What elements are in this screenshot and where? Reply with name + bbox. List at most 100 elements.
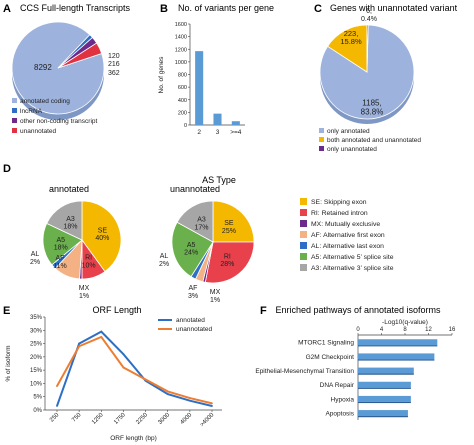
category-label: G2M Checkpoint [306, 354, 355, 361]
y-tick-label: 35% [30, 315, 43, 321]
pie-d-label-RI: RI 10% [82, 255, 96, 270]
x-tick-label: 250 [49, 412, 61, 424]
legend-swatch [319, 128, 324, 133]
x-tick-label: 3 [216, 129, 220, 136]
legend-label: MX: Mutually exclusive [311, 221, 380, 228]
x-tick-label: 0 [356, 327, 360, 333]
data-point [211, 402, 213, 405]
legend-swatch [300, 253, 307, 260]
legend-label: AL: Alternative last exon [311, 243, 384, 250]
x-axis-label: -Log10(q-value) [382, 319, 428, 326]
x-tick-label: 8 [403, 327, 407, 333]
pie-unannotated-title: unannotated [170, 184, 220, 194]
legend-swatch [300, 220, 307, 227]
pie-d-label-AF: AF 3% [188, 285, 198, 300]
panel-b-chart: 0 200 400 600 800 1000 1200 1400 1600 No. of gene… [158, 22, 245, 136]
pie-a-value-label: 120 [108, 53, 120, 60]
legend-label: other non-coding transcript [20, 118, 98, 125]
panel-label-e: E [3, 305, 10, 317]
data-point [78, 342, 81, 345]
series-line-annotated [56, 330, 213, 407]
y-tick-label: 1400 [175, 35, 187, 41]
data-point [56, 385, 58, 387]
pie-d-label-A5: A5 24% [184, 242, 198, 257]
data-point [100, 330, 103, 333]
legend-label: both annotated and unannotated [327, 137, 421, 144]
data-point [78, 345, 81, 348]
y-tick-label: 10% [30, 381, 43, 387]
bar [195, 51, 204, 125]
pie-c-label-only-annotated: 1185, 83.8% [361, 99, 384, 117]
pie-d1-slice-SE [212, 200, 255, 243]
x-tick-label: 2250 [135, 412, 149, 426]
x-tick-label: 2 [197, 129, 201, 136]
panel-a-title: CCS Full-length Transcripts [20, 3, 131, 13]
legend-swatch [300, 209, 307, 216]
x-tick-label: >4000 [199, 412, 216, 429]
y-tick-label: 600 [178, 85, 187, 91]
legend-label: AF: Alternative first exon [311, 232, 385, 239]
pie-d-label-SE: SE 40% [95, 228, 109, 243]
data-point [166, 390, 169, 393]
pie-d-label-AL: AL 2% [30, 251, 40, 266]
category-label: Epithelial-Mesenchymal Transition [255, 368, 354, 375]
panel-f-title: Enriched pathways of annotated isoforms [275, 305, 441, 315]
x-tick-label: 12 [425, 327, 432, 333]
pie-a-value-label: 216 [108, 61, 120, 68]
pie-a-value-label: 362 [108, 70, 120, 77]
legend-swatch [12, 118, 17, 123]
panel-d-chart: SE 40% RI 10% MX 1% AF 11% AL 2% A5 18% A3 18% SE 25% RI… [30, 198, 394, 304]
panel-label-b: B [160, 3, 168, 15]
panel-e-chart: 0% 5% 10% 15% 20% 25% 30% 35% % of isoform 250 750… [5, 315, 222, 442]
pie-annotated-title: annotated [49, 184, 89, 194]
pie-c-slice-2 [366, 24, 369, 73]
panel-c-chart: 1185, 83.8% 223, 15.8% 6, 0.4% only annotated b… [319, 8, 421, 153]
y-tick-label: 200 [178, 110, 187, 116]
x-tick-label: 4000 [180, 412, 194, 426]
pie-c-label-both: 223, 15.8% [340, 29, 362, 46]
pie-d-label-AL: AL 2% [159, 253, 169, 268]
y-tick-label: 1600 [175, 22, 187, 28]
pie-d-label-A3: A3 18% [63, 216, 77, 231]
panel-b-title: No. of variants per gene [178, 3, 274, 13]
data-point [122, 366, 125, 369]
legend-label: only annotated [327, 128, 370, 135]
pie-d-label-RI: RI 28% [220, 254, 234, 269]
panel-label-a: A [3, 3, 11, 15]
y-tick-label: 0% [33, 408, 42, 414]
y-tick-label: 1000 [175, 60, 187, 66]
legend-swatch [300, 231, 307, 238]
bar [358, 381, 411, 388]
y-tick-label: 30% [30, 328, 43, 334]
legend-swatch [300, 242, 307, 249]
legend-swatch [319, 146, 324, 151]
legend-swatch [319, 137, 324, 142]
pie-d1-slice-RI [204, 241, 255, 284]
pie-d-label-MX: MX 1% [79, 285, 90, 300]
legend-label: unannotated [176, 326, 213, 333]
data-point [100, 336, 103, 338]
pie-a-value-label: 8292 [34, 63, 52, 72]
legend-swatch [300, 198, 307, 205]
y-tick-label: 400 [178, 98, 187, 104]
data-point [144, 378, 147, 381]
x-tick-label: 750 [71, 412, 83, 424]
pie-d0-slice-SE [81, 200, 122, 273]
data-point [166, 393, 169, 395]
category-label: Hypoxia [331, 396, 355, 403]
pie-d1-slice-A5 [171, 221, 214, 278]
category-label: MTORC1 Signaling [298, 340, 354, 347]
pie-d-label-MX: MX 1% [210, 289, 221, 304]
y-tick-label: 800 [178, 73, 187, 79]
pie-d1-slice-A3 [176, 200, 214, 243]
x-axis-label: ORF length (bp) [110, 435, 157, 442]
x-tick-label: >=4 [230, 129, 242, 136]
panel-f-chart: -Log10(q-value) 0 4 8 12 16 MTORC1 Signaling G2… [255, 319, 456, 420]
bar [358, 353, 435, 360]
y-tick-label: 0 [184, 123, 187, 129]
bar [358, 367, 414, 374]
pie-c-label-only-unannotated: 6, 0.4% [361, 8, 377, 23]
bar-shadow [358, 359, 435, 361]
